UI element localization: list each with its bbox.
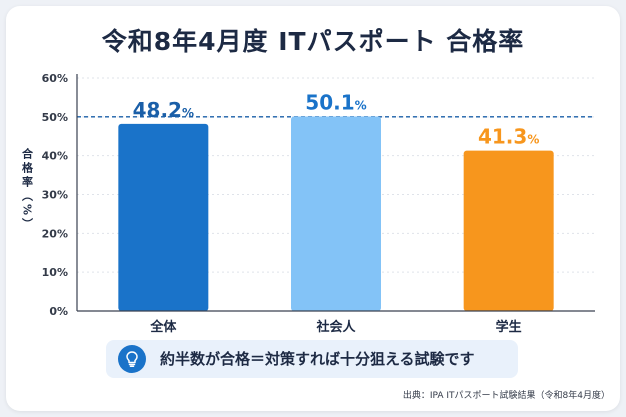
y-tick-label: 60%	[42, 72, 68, 85]
y-tick-label: 10%	[42, 266, 68, 279]
category-label-2: 社会人	[315, 319, 356, 335]
y-tick-label: 20%	[42, 227, 68, 240]
lightbulb-icon	[118, 345, 146, 373]
y-axis-label: 合格率（%）	[21, 147, 35, 232]
bar-1	[118, 123, 209, 311]
category-label-1: 全体	[149, 319, 177, 335]
callout-text: 約半数が合格＝対策すれば十分狙える試験です	[160, 350, 475, 368]
data-labels: 48.2% 50.1% 41.3%	[133, 90, 540, 148]
category-label-3: 学生	[496, 319, 522, 335]
y-tick-label: 40%	[42, 150, 68, 163]
y-tick-label: 0%	[49, 305, 68, 318]
tick-labels: 0% 10% 20% 30% 40% 50% 60%	[42, 72, 68, 318]
data-label-1: 48.2%	[133, 98, 194, 122]
y-tick-label: 50%	[42, 111, 68, 124]
source-note: 出典：IPA ITパスポート試験結果（令和8年4月度）	[402, 391, 610, 401]
bars	[118, 116, 554, 311]
data-label-3: 41.3%	[478, 125, 539, 149]
bar-3	[463, 150, 554, 311]
y-tick-label: 30%	[42, 189, 68, 202]
axes	[76, 74, 595, 312]
bar-2	[291, 116, 381, 311]
category-labels: 全体 社会人 学生	[149, 319, 521, 335]
data-label-2: 50.1%	[305, 90, 366, 114]
callout-box: 約半数が合格＝対策すれば十分狙える試験です	[106, 340, 518, 378]
chart-title: 令和8年4月度 ITパスポート 合格率	[101, 27, 525, 56]
